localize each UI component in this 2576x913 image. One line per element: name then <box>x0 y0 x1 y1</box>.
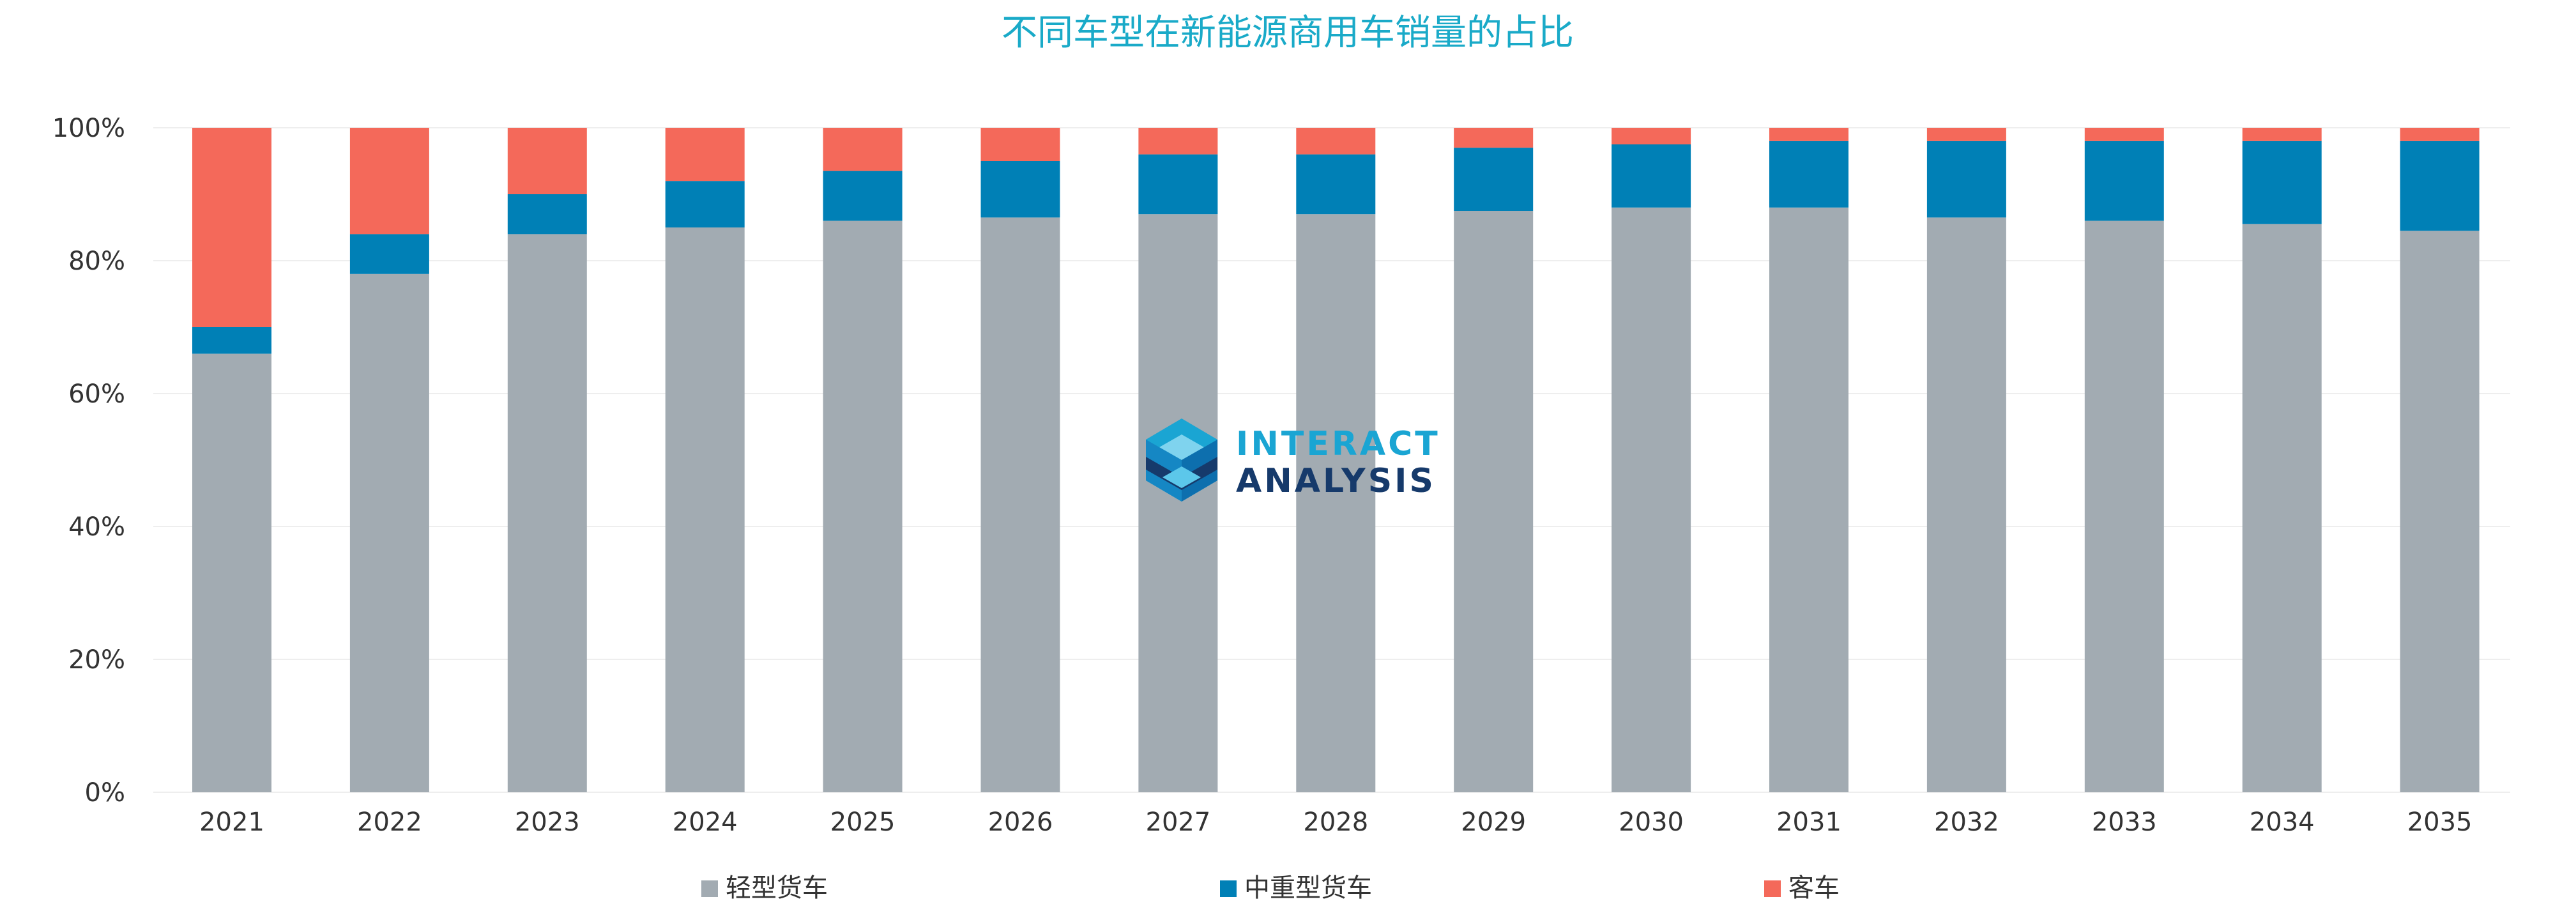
y-tick-label: 80% <box>68 247 125 276</box>
x-tick-label: 2024 <box>673 808 738 837</box>
y-tick-label: 20% <box>68 645 125 675</box>
x-tick-label: 2028 <box>1303 808 1368 837</box>
bar-segment-series3-2022 <box>349 128 429 234</box>
x-tick-label: 2030 <box>1619 808 1684 837</box>
bar-segment-series3-2026 <box>980 128 1060 161</box>
bar-segment-series1-2030 <box>1612 207 1691 792</box>
bar-segment-series3-2034 <box>2242 128 2322 141</box>
bar-segment-series3-2035 <box>2400 128 2480 141</box>
bar-segment-series3-2029 <box>1454 128 1534 148</box>
x-tick-label: 2025 <box>830 808 896 837</box>
x-tick-label: 2031 <box>1776 808 1841 837</box>
bar-segment-series1-2025 <box>823 220 903 793</box>
y-tick-label: 60% <box>68 380 125 409</box>
interact-analysis-logo: INTERACT ANALYSIS <box>1146 418 1440 502</box>
y-tick-label: 100% <box>52 114 125 143</box>
x-tick-label: 2023 <box>515 808 580 837</box>
bar-segment-series1-2026 <box>980 217 1060 792</box>
x-tick-label: 2026 <box>988 808 1053 837</box>
legend-label: 轻型货车 <box>726 873 828 903</box>
bar-segment-series2-2030 <box>1612 144 1691 208</box>
x-tick-label: 2035 <box>2407 808 2473 837</box>
bar-segment-series3-2021 <box>192 128 271 327</box>
x-tick-label: 2029 <box>1461 808 1526 837</box>
bar-segment-series1-2021 <box>192 353 271 792</box>
y-axis-tick-labels: 0% 20% 40% 60% 80% 100% <box>52 114 125 808</box>
bar-segment-series1-2031 <box>1769 207 1848 792</box>
bar-segment-series2-2029 <box>1454 148 1534 211</box>
x-tick-label: 2034 <box>2250 808 2315 837</box>
interact-analysis-logo-mark <box>1146 418 1217 502</box>
bar-segment-series3-2025 <box>823 128 903 171</box>
bar-segment-series1-2034 <box>2242 224 2322 792</box>
bar-segment-series1-2029 <box>1454 211 1534 792</box>
bar-segment-series2-2024 <box>665 181 745 227</box>
legend-label: 客车 <box>1788 873 1840 903</box>
bar-segment-series1-2035 <box>2400 231 2480 792</box>
bar-segment-series1-2022 <box>349 273 429 792</box>
x-tick-label: 2022 <box>357 808 422 837</box>
y-tick-label: 40% <box>68 512 125 542</box>
bar-segment-series3-2033 <box>2084 128 2164 141</box>
chart-title: 不同车型在新能源商用车销量的占比 <box>1002 12 1574 54</box>
bar-segment-series3-2027 <box>1138 128 1218 155</box>
y-tick-label: 0% <box>85 778 125 808</box>
bar-segment-series2-2034 <box>2242 141 2322 224</box>
x-tick-label: 2027 <box>1146 808 1211 837</box>
bar-segment-series2-2035 <box>2400 141 2480 231</box>
bars <box>192 128 2480 793</box>
legend: 轻型货车 中重型货车 客车 <box>701 873 1840 903</box>
bar-segment-series1-2024 <box>665 227 745 792</box>
bar-segment-series2-2031 <box>1769 141 1848 208</box>
bar-segment-series2-2021 <box>192 327 271 354</box>
logo-text-line2: ANALYSIS <box>1236 462 1436 500</box>
bar-segment-series3-2028 <box>1296 128 1376 155</box>
bar-segment-series3-2024 <box>665 128 745 181</box>
bar-segment-series2-2028 <box>1296 154 1376 215</box>
bar-segment-series3-2031 <box>1769 128 1848 141</box>
bar-segment-series2-2022 <box>349 234 429 274</box>
bar-segment-series2-2027 <box>1138 154 1218 215</box>
logo-text-line1: INTERACT <box>1236 425 1440 463</box>
x-tick-label: 2032 <box>1934 808 1999 837</box>
x-tick-label: 2021 <box>199 808 264 837</box>
legend-label: 中重型货车 <box>1244 873 1372 903</box>
bar-segment-series2-2033 <box>2084 141 2164 221</box>
bar-segment-series1-2032 <box>1926 217 2006 792</box>
bar-segment-series1-2027 <box>1138 214 1218 792</box>
bar-segment-series3-2023 <box>507 128 587 194</box>
legend-swatch <box>1764 880 1781 897</box>
bar-segment-series2-2025 <box>823 171 903 221</box>
bar-segment-series2-2023 <box>507 194 587 234</box>
bar-segment-series3-2030 <box>1612 128 1691 144</box>
bar-segment-series2-2026 <box>980 161 1060 218</box>
legend-swatch <box>701 880 718 897</box>
bar-segment-series2-2032 <box>1926 141 2006 218</box>
x-tick-label: 2033 <box>2092 808 2157 837</box>
legend-swatch <box>1220 880 1237 897</box>
bar-segment-series1-2033 <box>2084 220 2164 793</box>
bar-segment-series1-2028 <box>1296 214 1376 792</box>
x-axis-tick-labels: 2021 2022 2023 2024 2025 2026 2027 2028 2029 2030… <box>199 808 2472 837</box>
bar-segment-series3-2032 <box>1926 128 2006 141</box>
bar-segment-series1-2023 <box>507 234 587 792</box>
